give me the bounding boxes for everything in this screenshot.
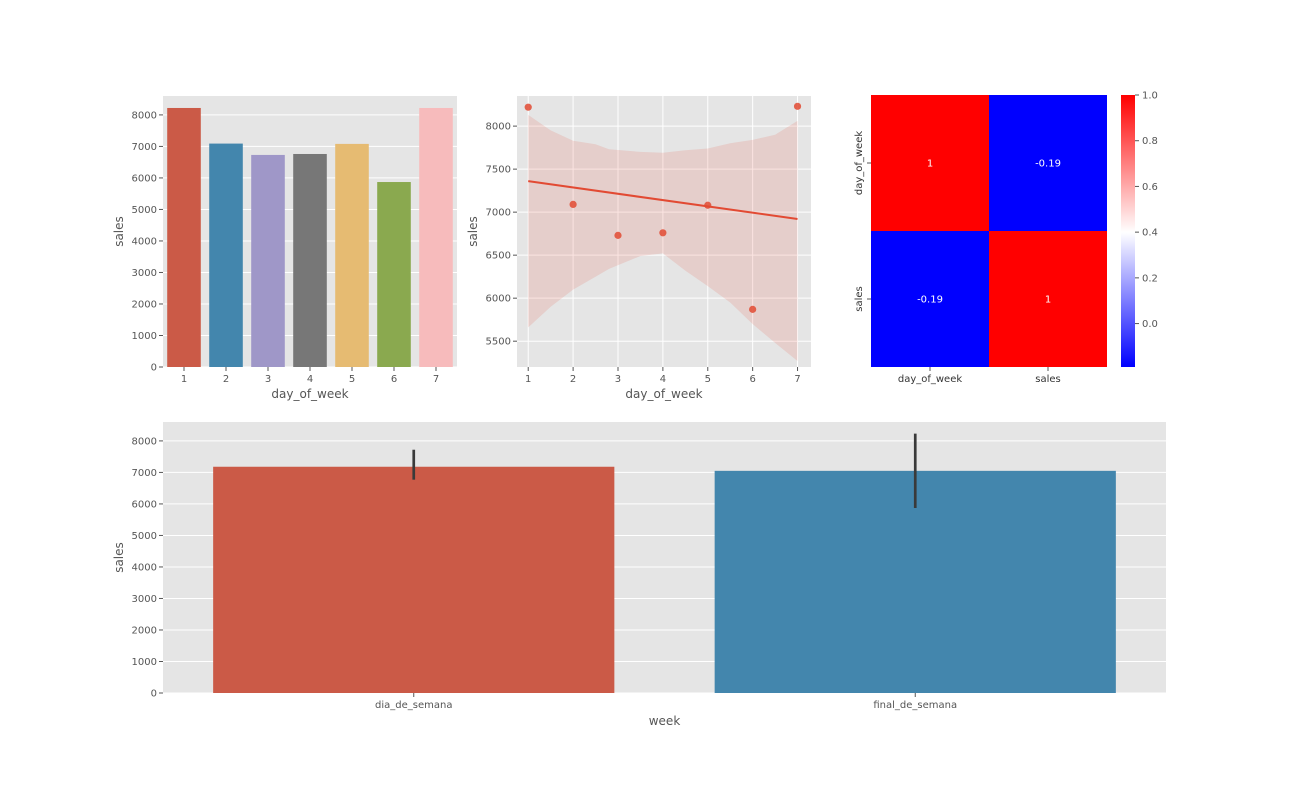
bar: [167, 107, 201, 367]
y-tick-label: 5000: [132, 205, 157, 216]
regression-line: [528, 180, 798, 221]
heatmap-annotation: 1: [1045, 295, 1051, 306]
bar: [419, 107, 453, 367]
x-tick-label: 1: [181, 374, 187, 385]
y-tick-label: 2000: [132, 299, 157, 310]
x-tick-label: 3: [615, 374, 621, 385]
scatter-point: [614, 231, 622, 239]
bar: [377, 182, 411, 367]
heatmap-cell: [989, 95, 1107, 231]
y-axis-label: sales: [112, 216, 126, 247]
scatter-point: [569, 200, 577, 208]
y-tick-label: 7000: [132, 142, 157, 153]
colorbar-tick-label: 0.4: [1142, 228, 1158, 239]
y-tick-label: 7000: [132, 468, 157, 479]
x-tick-label: 6: [749, 374, 755, 385]
x-tick-label: day_of_week: [898, 374, 963, 385]
x-tick-label: dia_de_semana: [375, 700, 452, 711]
x-axis-label: day_of_week: [625, 387, 702, 401]
y-tick-label: 0: [151, 363, 157, 374]
y-tick-label: 3000: [132, 594, 157, 605]
y-axis-label: sales: [112, 542, 126, 573]
y-tick-label: 8000: [132, 110, 157, 121]
y-tick-label: 6500: [486, 251, 511, 262]
heatmap-annotation: 1: [927, 159, 933, 170]
heatmap-cell: [871, 95, 989, 231]
x-axis-label: day_of_week: [271, 387, 348, 401]
y-tick-label: 2000: [132, 625, 157, 636]
heatmap-cell: [989, 231, 1107, 367]
colorbar: [1121, 95, 1135, 367]
colorbar-tick-label: 0.2: [1142, 273, 1158, 284]
y-tick-label: sales: [854, 286, 865, 311]
y-tick-label: 8000: [486, 122, 511, 133]
bar-chart-day-of-week: 0 1000 2000 3000 4000 5000 6000 7000 8000 sales 1 2…: [112, 96, 457, 401]
y-tick-label: 6000: [132, 499, 157, 510]
heatmap-annotation: -0.19: [1035, 159, 1061, 170]
bar: [251, 154, 285, 367]
scatter-point: [524, 103, 532, 111]
scatter-point: [749, 305, 757, 313]
x-tick-label: 2: [223, 374, 229, 385]
y-tick-label: 1000: [132, 657, 157, 668]
y-axis-label: sales: [466, 216, 480, 247]
x-tick-label: sales: [1035, 374, 1060, 385]
y-tick-label: 1000: [132, 331, 157, 342]
x-tick-label: 4: [307, 374, 313, 385]
x-tick-label: 7: [794, 374, 800, 385]
bar-chart-week: 0 1000 2000 3000 4000 5000 6000 7000 8000 sales di…: [112, 422, 1166, 728]
colorbar-tick-label: 0.8: [1142, 136, 1158, 147]
x-tick-label: 3: [265, 374, 271, 385]
bar: [213, 466, 615, 693]
scatter-point: [704, 201, 712, 209]
colorbar-tick-label: 1.0: [1142, 91, 1158, 102]
regression-plot-day-of-week: 1 2 3 4 5 6 7 5500 6000 6500 7000 7500 8000 sales day_…: [466, 96, 811, 401]
y-tick-label: 4000: [132, 562, 157, 573]
y-tick-label: 8000: [132, 436, 157, 447]
heatmap-annotation: -0.19: [917, 295, 943, 306]
x-tick-label: 1: [525, 374, 531, 385]
y-tick-label: 4000: [132, 236, 157, 247]
bar: [335, 143, 369, 367]
x-tick-label: final_de_semana: [873, 700, 957, 711]
bar: [209, 143, 243, 367]
y-tick-label: 6000: [486, 294, 511, 305]
confidence-band: [528, 114, 798, 362]
x-tick-label: 7: [433, 374, 439, 385]
x-tick-label: 6: [391, 374, 397, 385]
y-tick-label: 0: [151, 689, 157, 700]
y-tick-label: 7000: [486, 208, 511, 219]
heatmap-cell: [871, 231, 989, 367]
x-tick-label: 4: [660, 374, 666, 385]
y-tick-label: 6000: [132, 173, 157, 184]
y-tick-label: day_of_week: [854, 131, 865, 196]
colorbar-tick-label: 0.6: [1142, 182, 1158, 193]
colorbar-tick-label: 0.0: [1142, 319, 1158, 330]
y-tick-label: 3000: [132, 268, 157, 279]
y-tick-label: 7500: [486, 165, 511, 176]
scatter-point: [659, 229, 667, 237]
x-tick-label: 5: [349, 374, 355, 385]
x-tick-label: 2: [570, 374, 576, 385]
x-axis-label: week: [649, 714, 681, 728]
y-tick-label: 5500: [486, 337, 511, 348]
bar: [293, 153, 327, 367]
x-tick-label: 5: [705, 374, 711, 385]
scatter-point: [793, 102, 802, 110]
y-tick-label: 5000: [132, 531, 157, 542]
